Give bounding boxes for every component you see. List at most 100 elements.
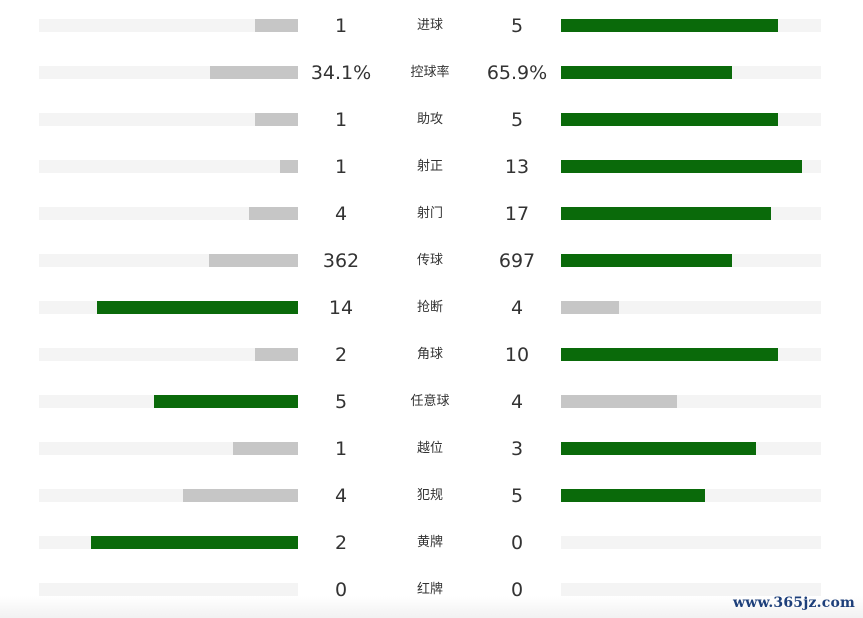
away-bar-track bbox=[561, 254, 821, 267]
home-value: 1 bbox=[334, 438, 348, 460]
stat-label: 传球 bbox=[416, 253, 443, 268]
home-bar-track bbox=[39, 583, 298, 596]
away-bar-track bbox=[561, 583, 821, 596]
home-bar-track bbox=[39, 207, 298, 220]
away-value: 5 bbox=[510, 485, 524, 507]
stat-row: 34.1% 控球率 65.9% bbox=[0, 54, 863, 94]
home-bar-track bbox=[39, 395, 298, 408]
away-bar-track bbox=[561, 348, 821, 361]
stat-row: 0 红牌 0 bbox=[0, 571, 863, 611]
home-value: 1 bbox=[334, 156, 348, 178]
away-bar-fill bbox=[561, 348, 778, 361]
stat-label: 犯规 bbox=[416, 488, 443, 503]
home-bar-fill bbox=[255, 113, 298, 126]
home-bar-fill bbox=[154, 395, 298, 408]
home-value: 14 bbox=[328, 297, 354, 319]
away-bar-track bbox=[561, 66, 821, 79]
away-value: 13 bbox=[504, 156, 530, 178]
home-bar-fill bbox=[209, 254, 298, 267]
away-bar-fill bbox=[561, 489, 705, 502]
home-bar-track bbox=[39, 536, 298, 549]
home-value: 5 bbox=[334, 391, 348, 413]
home-value: 4 bbox=[334, 203, 348, 225]
away-value: 3 bbox=[510, 438, 524, 460]
stat-label: 红牌 bbox=[416, 582, 443, 597]
home-bar-track bbox=[39, 19, 298, 32]
away-value: 0 bbox=[510, 532, 524, 554]
away-bar-fill bbox=[561, 442, 756, 455]
away-bar-fill bbox=[561, 207, 771, 220]
away-value: 17 bbox=[504, 203, 530, 225]
home-bar-fill bbox=[255, 19, 298, 32]
home-value: 0 bbox=[334, 579, 348, 601]
stat-label: 抢断 bbox=[416, 300, 443, 315]
home-value: 4 bbox=[334, 485, 348, 507]
away-value: 697 bbox=[498, 250, 536, 272]
away-bar-track bbox=[561, 160, 821, 173]
stat-label: 射门 bbox=[416, 206, 443, 221]
home-bar-track bbox=[39, 113, 298, 126]
home-bar-track bbox=[39, 489, 298, 502]
home-bar-track bbox=[39, 66, 298, 79]
stat-row: 2 角球 10 bbox=[0, 336, 863, 376]
away-value: 5 bbox=[510, 15, 524, 37]
stat-row: 5 任意球 4 bbox=[0, 383, 863, 423]
home-value: 1 bbox=[334, 109, 348, 131]
stat-label: 任意球 bbox=[410, 394, 450, 409]
away-bar-fill bbox=[561, 66, 732, 79]
away-value: 4 bbox=[510, 391, 524, 413]
away-bar-track bbox=[561, 113, 821, 126]
stat-label: 控球率 bbox=[410, 65, 450, 80]
away-bar-track bbox=[561, 207, 821, 220]
away-bar-track bbox=[561, 395, 821, 408]
stat-row: 1 越位 3 bbox=[0, 430, 863, 470]
away-bar-fill bbox=[561, 254, 732, 267]
stat-row: 1 射正 13 bbox=[0, 148, 863, 188]
bottom-fade bbox=[0, 596, 863, 618]
away-value: 0 bbox=[510, 579, 524, 601]
away-bar-track bbox=[561, 536, 821, 549]
stat-label: 越位 bbox=[416, 441, 443, 456]
home-value: 1 bbox=[334, 15, 348, 37]
away-bar-track bbox=[561, 442, 821, 455]
home-bar-fill bbox=[280, 160, 298, 173]
home-bar-fill bbox=[183, 489, 298, 502]
home-bar-fill bbox=[210, 66, 298, 79]
site-watermark: www.365jz.com bbox=[732, 595, 855, 611]
stat-row: 1 助攻 5 bbox=[0, 101, 863, 141]
away-bar-fill bbox=[561, 301, 619, 314]
away-bar-fill bbox=[561, 160, 802, 173]
home-bar-fill bbox=[97, 301, 298, 314]
stat-label: 助攻 bbox=[416, 112, 443, 127]
away-value: 10 bbox=[504, 344, 530, 366]
home-bar-fill bbox=[233, 442, 298, 455]
home-value: 2 bbox=[334, 532, 348, 554]
stat-row: 362 传球 697 bbox=[0, 242, 863, 282]
stat-row: 4 犯规 5 bbox=[0, 477, 863, 517]
home-bar-track bbox=[39, 254, 298, 267]
stat-row: 14 抢断 4 bbox=[0, 289, 863, 329]
home-bar-track bbox=[39, 301, 298, 314]
away-bar-track bbox=[561, 301, 821, 314]
away-value: 5 bbox=[510, 109, 524, 131]
away-bar-fill bbox=[561, 395, 677, 408]
home-bar-track bbox=[39, 160, 298, 173]
home-value: 34.1% bbox=[310, 62, 372, 84]
stat-row: 2 黄牌 0 bbox=[0, 524, 863, 564]
home-value: 2 bbox=[334, 344, 348, 366]
stat-label: 角球 bbox=[416, 347, 443, 362]
stat-label: 射正 bbox=[416, 159, 443, 174]
away-bar-track bbox=[561, 19, 821, 32]
home-bar-fill bbox=[255, 348, 298, 361]
away-value: 4 bbox=[510, 297, 524, 319]
away-bar-track bbox=[561, 489, 821, 502]
away-value: 65.9% bbox=[486, 62, 548, 84]
home-bar-fill bbox=[91, 536, 298, 549]
home-bar-fill bbox=[249, 207, 298, 220]
stat-row: 4 射门 17 bbox=[0, 195, 863, 235]
away-bar-fill bbox=[561, 113, 778, 126]
stat-row: 1 进球 5 bbox=[0, 7, 863, 47]
stat-label: 黄牌 bbox=[416, 535, 443, 550]
away-bar-fill bbox=[561, 19, 778, 32]
